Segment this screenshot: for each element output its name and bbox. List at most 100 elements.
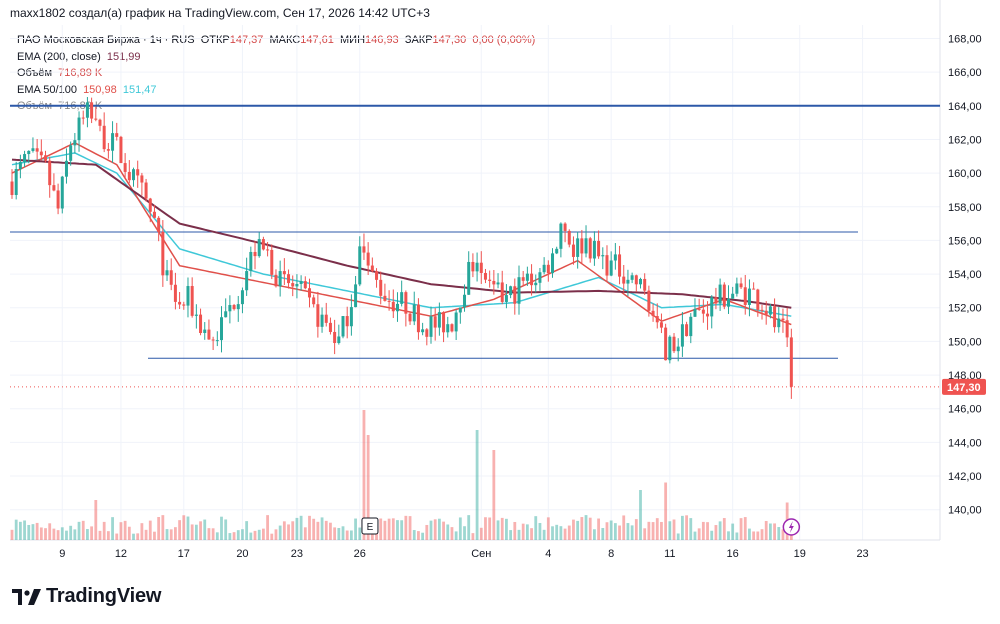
candle-body xyxy=(395,303,399,312)
candle-body xyxy=(714,297,718,304)
candle-body xyxy=(613,254,617,261)
candle-body xyxy=(693,308,697,317)
volume-bar xyxy=(182,515,186,540)
candle-body xyxy=(341,316,345,337)
volume-bar xyxy=(693,531,697,540)
candle-body xyxy=(513,286,517,304)
candle-body xyxy=(551,253,555,274)
candle-body xyxy=(500,282,504,302)
volume-bar xyxy=(496,520,500,540)
candle-body xyxy=(44,155,48,161)
volume-bar xyxy=(467,515,471,540)
candle-body xyxy=(102,125,106,150)
volume-bar xyxy=(639,490,642,540)
legend-ema200-row[interactable]: EMA (200, close) 151,99 xyxy=(17,49,535,66)
volume-bar xyxy=(98,530,102,540)
legend-volume-row[interactable]: Объём 716,89 K xyxy=(17,65,535,82)
candle-body xyxy=(140,175,144,183)
horizontal-lines[interactable] xyxy=(10,104,940,388)
candle-body xyxy=(215,340,219,342)
price-tick-label: 140,00 xyxy=(948,505,982,517)
volume-bar xyxy=(764,520,768,540)
volume-bar xyxy=(484,517,487,540)
candle-body xyxy=(416,304,420,333)
volume-bar xyxy=(65,530,68,540)
candle-body xyxy=(429,316,433,337)
volume-bar xyxy=(421,532,425,540)
candle-body xyxy=(270,249,274,275)
candle-body xyxy=(278,271,282,287)
price-axis[interactable]: 168,00 166,00 164,00 162,00 160,00 158,00 156,… xyxy=(948,33,982,516)
candle-body xyxy=(295,283,299,287)
volume-bar xyxy=(500,517,504,540)
volume-bar xyxy=(660,521,663,540)
volume-bar xyxy=(253,530,257,540)
volume-bar xyxy=(748,528,751,540)
open-value: 147,37 xyxy=(229,34,264,46)
candle-body xyxy=(483,272,487,280)
legend-symbol-row[interactable]: ПАО Московская Биржа · 1ч · RUS ОТКР147,… xyxy=(17,32,535,49)
volume-bar xyxy=(232,532,236,540)
time-tick-label: 17 xyxy=(178,548,190,560)
volume-bar xyxy=(475,430,479,540)
candle-body xyxy=(10,181,14,195)
volume-bar xyxy=(228,533,232,540)
candle-body xyxy=(152,211,156,218)
candle-body xyxy=(178,301,182,305)
volume-bar xyxy=(31,524,35,540)
volume-bar xyxy=(664,482,668,540)
volume-bar xyxy=(132,533,135,540)
volume-bar xyxy=(509,530,513,540)
volume-bar xyxy=(35,522,39,540)
volume-bar xyxy=(375,529,378,540)
candle-body xyxy=(597,240,601,257)
candle-body xyxy=(773,306,777,328)
lightning-icon-bolt xyxy=(788,521,794,533)
candle-body xyxy=(316,304,320,327)
candle-body xyxy=(655,316,659,323)
volume-bar xyxy=(303,527,307,540)
candle-body xyxy=(245,271,249,291)
volume-bar xyxy=(102,521,106,540)
volume-bar xyxy=(433,519,437,540)
candle-body xyxy=(266,249,270,251)
volume-bar xyxy=(144,529,148,540)
volume-bar xyxy=(534,516,538,540)
candle-body xyxy=(148,198,152,212)
volume-bar xyxy=(161,515,165,540)
candle-body xyxy=(48,160,52,186)
volume-bar xyxy=(546,517,550,540)
time-tick-label: 19 xyxy=(794,548,806,560)
candle-body xyxy=(253,251,257,257)
candle-body xyxy=(618,254,622,277)
volume-bar xyxy=(454,531,458,540)
candle-body xyxy=(169,270,173,285)
candle-body xyxy=(31,148,35,151)
volume-bar xyxy=(593,529,596,540)
candle-body xyxy=(320,314,324,327)
candle-body xyxy=(760,309,764,311)
time-tick-label: 20 xyxy=(236,548,248,560)
candle-body xyxy=(747,288,751,305)
candle-body xyxy=(471,261,475,272)
candle-body xyxy=(94,118,98,120)
candle-body xyxy=(106,149,110,151)
candle-body xyxy=(450,324,454,332)
candle-body xyxy=(119,136,123,164)
candle-body xyxy=(132,169,136,181)
candle-body xyxy=(90,102,94,119)
volume-bar xyxy=(27,524,31,540)
candle-body xyxy=(601,255,605,257)
time-tick-label: 23 xyxy=(291,548,303,560)
candle-body xyxy=(81,117,85,119)
candle-body xyxy=(726,298,730,307)
candle-body xyxy=(232,305,236,310)
candle-body xyxy=(555,248,559,254)
candle-body xyxy=(789,337,793,387)
author-line: maxx1802 создал(а) график на TradingView… xyxy=(10,6,430,20)
time-tick-label: 11 xyxy=(664,548,675,560)
candle-body xyxy=(303,281,307,289)
candle-body xyxy=(136,169,140,176)
time-axis[interactable]: 9 12 17 20 23 26 Сен 4 8 11 16 19 23 xyxy=(59,548,868,560)
